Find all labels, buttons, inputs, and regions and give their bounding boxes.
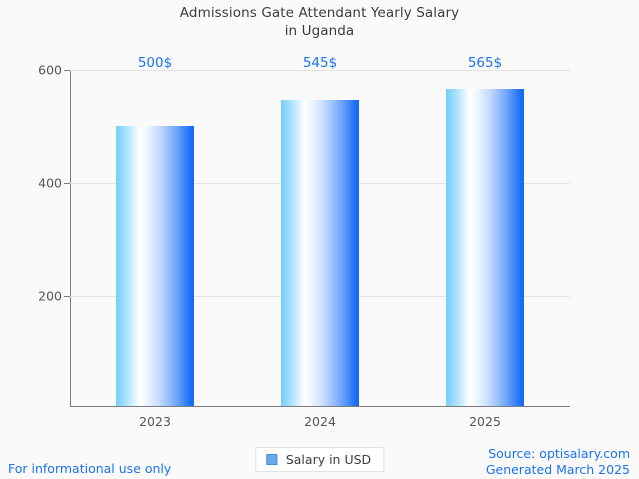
plot-area <box>70 70 570 406</box>
x-tick-label-2025: 2025 <box>469 414 501 429</box>
generated-date-text: Generated March 2025 <box>485 462 630 477</box>
y-tick-label-400: 400 <box>38 175 62 191</box>
bar-2024[interactable] <box>281 100 359 406</box>
legend-swatch-icon <box>265 454 277 465</box>
chart-title-line-1: Admissions Gate Attendant Yearly Salary <box>179 5 460 21</box>
y-tick-label-600: 600 <box>38 62 62 78</box>
disclaimer-text: For informational use only <box>8 461 172 476</box>
gridline-600 <box>70 70 570 71</box>
bar-value-2025: 565$ <box>467 55 503 71</box>
legend-item-label: Salary in USD <box>285 452 372 467</box>
y-tick-mark-200 <box>64 296 71 297</box>
bar-2025[interactable] <box>446 89 524 406</box>
chart-title: Admissions Gate Attendant Yearly Salary … <box>0 4 639 40</box>
y-axis-line <box>70 70 71 407</box>
x-tick-label-2024: 2024 <box>304 414 336 429</box>
y-tick-mark-600 <box>64 70 71 71</box>
y-axis-labels: 600 400 200 <box>0 0 62 479</box>
x-axis-line <box>70 406 570 407</box>
chart-title-line-2: in Uganda <box>284 23 355 39</box>
bar-value-2024: 545$ <box>302 55 338 71</box>
chart-legend[interactable]: Salary in USD <box>254 447 385 472</box>
bar-value-2023: 500$ <box>137 55 173 71</box>
x-tick-label-2023: 2023 <box>139 414 171 429</box>
y-tick-mark-400 <box>64 183 71 184</box>
bar-2023[interactable] <box>116 126 194 406</box>
y-tick-label-200: 200 <box>38 288 62 304</box>
source-credit: Source: optisalary.com Generated March 2… <box>486 446 630 478</box>
source-text: Source: optisalary.com <box>488 446 630 461</box>
